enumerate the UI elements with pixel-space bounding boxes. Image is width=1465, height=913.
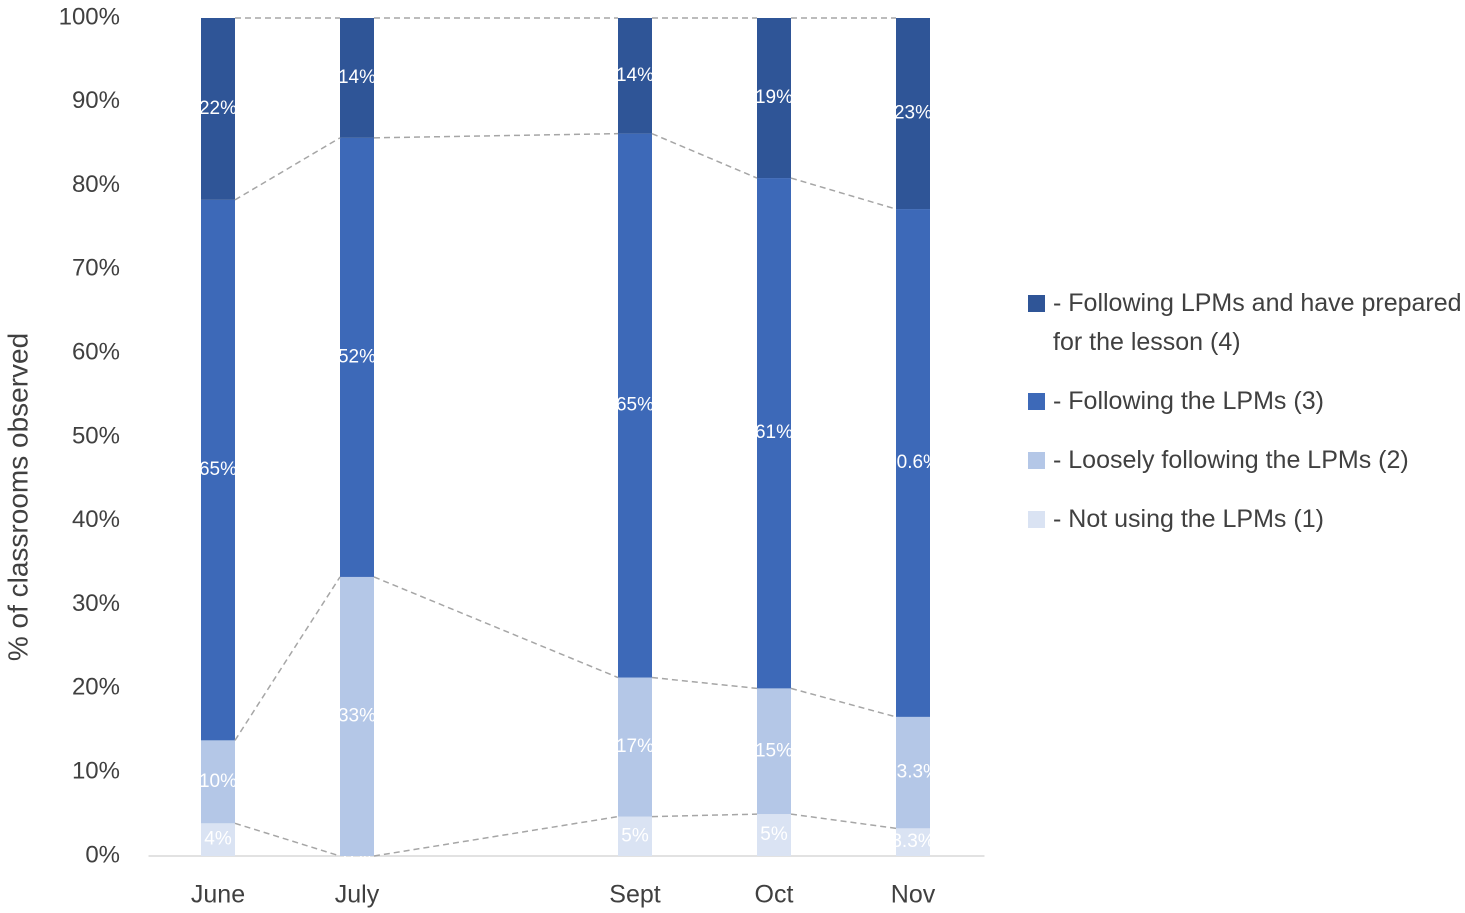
legend-swatch <box>1028 393 1045 410</box>
x-tick-label: Nov <box>891 881 936 909</box>
connector <box>790 813 897 830</box>
y-tick-label: 90% <box>72 87 120 114</box>
bar-segment <box>757 18 791 179</box>
connector <box>790 687 897 718</box>
data-label: 65% <box>616 395 654 416</box>
data-label: 19% <box>755 87 793 108</box>
bar-segment <box>201 823 235 856</box>
data-label: 5% <box>760 824 788 845</box>
bar-segment <box>618 18 652 134</box>
x-tick-label: Oct <box>755 881 794 909</box>
data-label: 10% <box>199 771 237 792</box>
x-tick-label: July <box>335 881 380 909</box>
y-tick-label: 80% <box>72 171 120 198</box>
connector <box>373 815 619 857</box>
bar-segment <box>618 133 652 678</box>
connector <box>651 132 758 179</box>
connector <box>234 822 341 857</box>
bar-segment <box>340 137 374 577</box>
bar-segment <box>201 740 235 824</box>
legend-label: - Loosely following the LPMs (2) <box>1053 446 1409 474</box>
legend-label: - Not using the LPMs (1) <box>1053 505 1324 533</box>
y-tick-label: 60% <box>72 339 120 366</box>
data-label: 65% <box>199 459 237 480</box>
bar-segment <box>757 814 791 856</box>
data-label: 5% <box>621 825 649 846</box>
connector <box>234 137 341 201</box>
legend-swatch <box>1028 295 1045 312</box>
bar-segment <box>896 18 930 210</box>
x-tick-label: Sept <box>609 881 660 909</box>
bar-segment <box>201 199 235 741</box>
chart: % of classrooms observed 0% 10% 20% 30% 40% 5… <box>2 3 985 909</box>
data-label: 14% <box>616 65 654 86</box>
legend: - Following LPMs and have prepared for t… <box>1028 284 1463 559</box>
y-tick-label: 50% <box>72 422 120 449</box>
data-label: 60.6% <box>886 452 940 473</box>
data-label: 61% <box>755 422 793 443</box>
data-label: 3.3% <box>891 831 934 852</box>
legend-label: - Following the LPMs (3) <box>1053 387 1324 415</box>
bar-segment <box>340 576 374 856</box>
data-label: 15% <box>755 740 793 761</box>
bar-segment <box>340 18 374 138</box>
bar-segment <box>757 688 791 815</box>
y-tick-label: 0% <box>85 841 120 868</box>
y-tick-label: 20% <box>72 674 120 701</box>
legend-item: - Following LPMs and have prepared for t… <box>1028 284 1463 362</box>
connector <box>651 676 758 690</box>
bar-segment <box>896 209 930 717</box>
bar-segment <box>201 18 235 200</box>
bar-segment <box>618 816 652 856</box>
y-tick-label: 100% <box>59 3 120 30</box>
data-label: 23% <box>894 103 932 124</box>
data-label: 22% <box>199 98 237 119</box>
y-axis-label: % of classrooms observed <box>2 333 33 661</box>
y-tick-label: 70% <box>72 255 120 282</box>
data-label: 4% <box>204 829 232 850</box>
legend-item: - Following the LPMs (3) <box>1028 382 1463 421</box>
data-label: 13.3% <box>886 762 940 783</box>
legend-swatch <box>1028 511 1045 528</box>
bar-segment <box>618 677 652 817</box>
connector <box>373 132 619 139</box>
legend-item: - Not using the LPMs (1) <box>1028 500 1463 539</box>
y-tick-label: 10% <box>72 758 120 785</box>
x-tick-label: June <box>191 881 245 909</box>
data-label: 14% <box>338 67 376 88</box>
connector <box>651 813 758 818</box>
connector <box>234 576 341 741</box>
bar-segment <box>896 716 930 829</box>
legend-swatch <box>1028 452 1045 469</box>
data-label: 52% <box>338 346 376 367</box>
connector <box>790 177 897 210</box>
connector <box>373 576 619 679</box>
legend-item: - Loosely following the LPMs (2) <box>1028 441 1463 480</box>
y-tick-label: 30% <box>72 590 120 617</box>
bar-segment <box>896 828 930 856</box>
data-label: 17% <box>616 736 654 757</box>
data-label: 33% <box>338 705 376 726</box>
legend-label: - Following LPMs and have prepared for t… <box>1053 289 1462 356</box>
y-tick-label: 40% <box>72 506 120 533</box>
bar-segment <box>757 178 791 689</box>
